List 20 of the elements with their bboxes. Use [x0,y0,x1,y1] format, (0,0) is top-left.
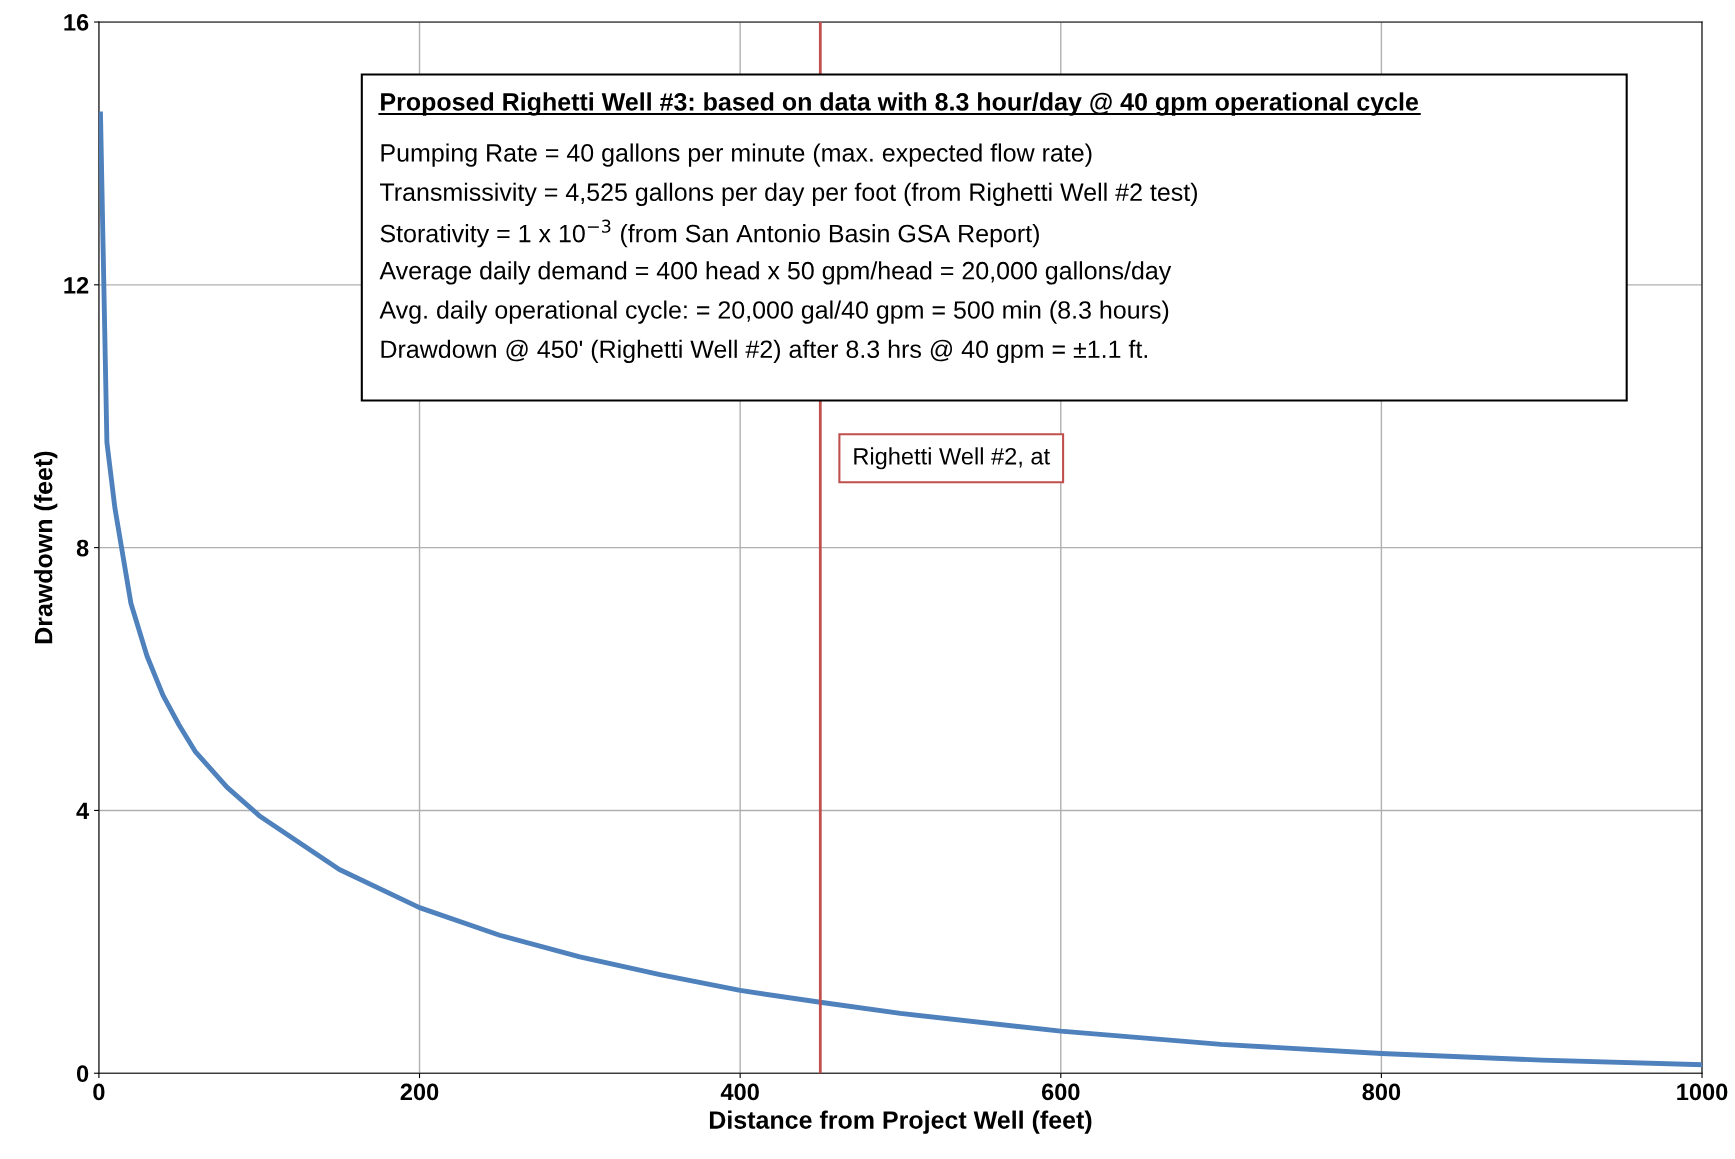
x-tick-label: 0 [93,1083,105,1101]
annotation: Avg. daily operational cycle: = 20,000 gal/40 gpm = 500 min (8.3 hours) [379,300,1169,324]
y-tick-label: 12 [64,276,89,294]
annotation: Drawdown @ 450' (Righetti Well #2) after 8.3 hrs @ 40 gpm = ±1.1 ft. [381,339,1147,364]
ref-line-label: Righetti Well #2, at [854,447,1050,470]
x-axis-title: Distance from Project Well (feet) [709,1110,1092,1134]
x-tick-label: 200 [400,1083,439,1101]
x-tick-label: 600 [1041,1083,1080,1101]
y-tick-label: 4 [76,802,90,819]
y-tick-label: 8 [76,539,89,557]
y-axis-title: Drawdown (feet) [34,451,58,644]
x-tick-label: 800 [1362,1083,1401,1101]
annotation: Transmissivity = 4,525 gallons per day per foot (from Righetti Well #2 test) [380,182,1197,206]
x-tick-label: 400 [720,1083,759,1101]
annotation: Average daily demand = 400 head x 50 gpm/head = 20,000 gallons/day [379,261,1172,285]
x-tick-label: 1000 [1677,1083,1728,1101]
y-tick-label: 0 [76,1065,89,1083]
y-tick-label: 16 [64,14,89,31]
annotation: Pumping Rate = 40 gallons per minute (max. expected flow rate) [381,143,1092,167]
annotation: Storativity = 1 x 10$^{−3}$ (from San Antonio Basin GSA Report) [380,219,1039,248]
